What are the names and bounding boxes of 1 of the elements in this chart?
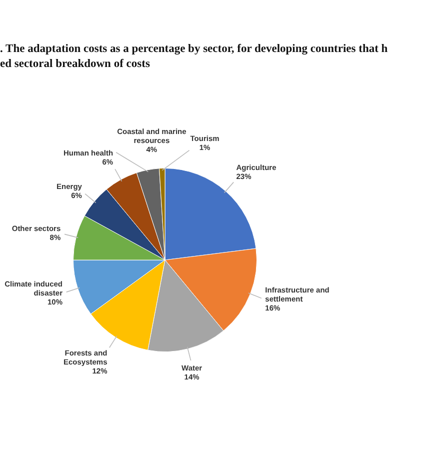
chart-title: . The adaptation costs as a percentage by sector, for developing countries that h ed sectoral breakdown of costs [0, 42, 389, 72]
